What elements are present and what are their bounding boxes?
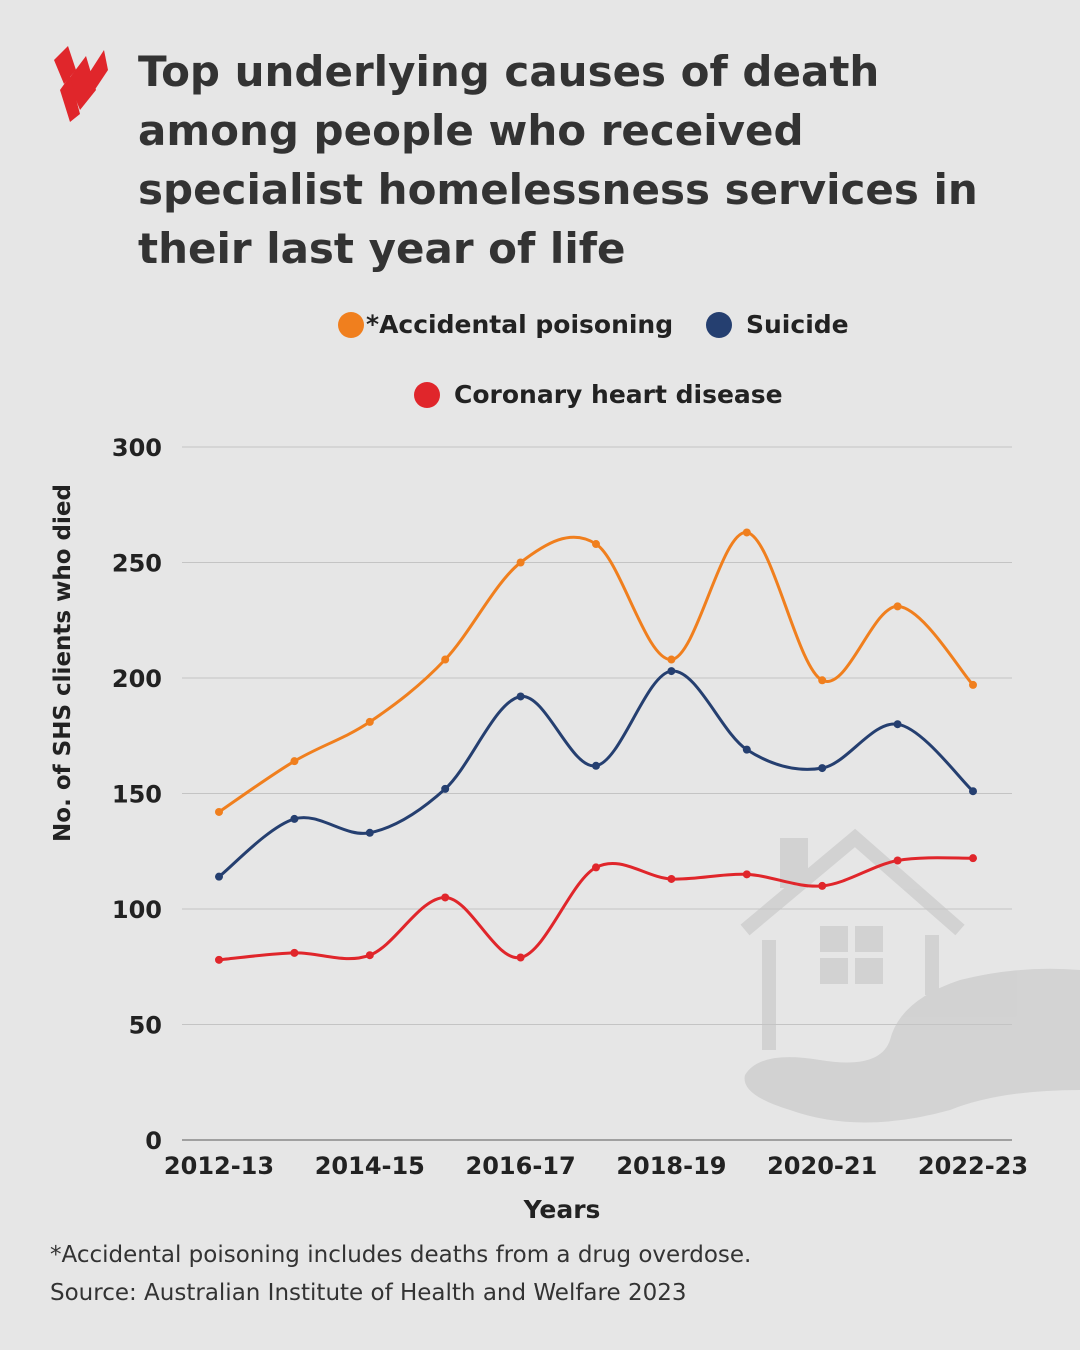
y-tick-label: 300 bbox=[112, 434, 162, 462]
data-point bbox=[742, 528, 751, 537]
data-point bbox=[893, 602, 902, 611]
data-point bbox=[667, 874, 676, 883]
y-tick-label: 150 bbox=[112, 781, 162, 809]
data-point bbox=[818, 881, 827, 890]
y-axis-label: No. of SHS clients who died bbox=[50, 484, 76, 842]
legend-item-coronary-heart-disease: Coronary heart disease bbox=[414, 380, 783, 409]
x-tick-label: 2012-13 bbox=[164, 1152, 274, 1180]
data-point bbox=[818, 676, 827, 685]
x-tick-label: 2022-23 bbox=[918, 1152, 1028, 1180]
data-point bbox=[290, 757, 299, 766]
data-point bbox=[893, 720, 902, 729]
data-point bbox=[290, 948, 299, 957]
data-point bbox=[818, 764, 827, 773]
x-axis-label: Years bbox=[523, 1195, 601, 1224]
legend-dot-icon bbox=[338, 311, 364, 338]
y-tick-label: 200 bbox=[112, 665, 162, 693]
x-tick-label: 2016-17 bbox=[466, 1152, 576, 1180]
data-point bbox=[441, 784, 450, 793]
y-tick-label: 50 bbox=[129, 1012, 162, 1040]
sbs-logo bbox=[54, 46, 108, 122]
data-point bbox=[969, 854, 977, 863]
data-point bbox=[441, 655, 450, 664]
x-tick-label: 2018-19 bbox=[616, 1152, 726, 1180]
data-point bbox=[290, 814, 299, 823]
data-point bbox=[516, 692, 525, 701]
series-line-0 bbox=[218, 530, 975, 814]
data-point bbox=[516, 558, 525, 567]
y-tick-label: 100 bbox=[112, 896, 162, 924]
legend-label: Coronary heart disease bbox=[454, 380, 783, 409]
data-point bbox=[893, 856, 902, 865]
data-point bbox=[441, 893, 450, 902]
data-point bbox=[667, 655, 676, 664]
legend-label: *Accidental poisoning bbox=[366, 310, 674, 339]
data-point bbox=[365, 951, 374, 960]
legend-item-accidental-poisoning: *Accidental poisoning bbox=[338, 310, 673, 339]
y-tick-label: 0 bbox=[145, 1127, 162, 1155]
legend-dot-icon bbox=[706, 311, 732, 338]
y-tick-label: 250 bbox=[112, 550, 162, 578]
x-tick-label: 2014-15 bbox=[315, 1152, 425, 1180]
line-chart: 0 50 100 150 200 250 300 2012-13 2014-15 2016-17 2… bbox=[50, 434, 1080, 1224]
legend-label: Suicide bbox=[746, 310, 849, 339]
chart-title: Top underlying causes of death among peo… bbox=[138, 47, 978, 273]
footnote: *Accidental poisoning includes deaths fr… bbox=[50, 1242, 752, 1268]
source: Source: Australian Institute of Health a… bbox=[50, 1280, 687, 1306]
data-point bbox=[215, 955, 223, 964]
x-tick-label: 2020-21 bbox=[767, 1152, 877, 1180]
data-point bbox=[215, 872, 223, 881]
series-line-2 bbox=[218, 856, 974, 962]
data-point bbox=[969, 680, 977, 689]
legend-dot-icon bbox=[414, 381, 440, 408]
data-point bbox=[969, 787, 977, 796]
data-point bbox=[516, 953, 525, 962]
legend-item-suicide: Suicide bbox=[706, 310, 849, 339]
data-point bbox=[592, 761, 600, 770]
data-point bbox=[592, 863, 600, 872]
data-point bbox=[742, 870, 751, 879]
data-point bbox=[365, 717, 374, 726]
data-point bbox=[592, 540, 600, 549]
data-point bbox=[667, 667, 676, 676]
data-point bbox=[365, 828, 374, 837]
data-point bbox=[742, 745, 751, 754]
data-point bbox=[215, 807, 223, 816]
watermark-house-hand-icon bbox=[740, 828, 1080, 1123]
